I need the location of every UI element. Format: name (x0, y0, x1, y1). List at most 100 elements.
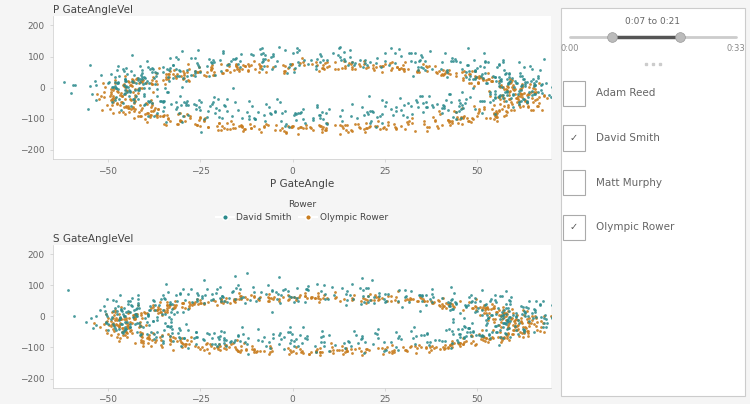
Point (164, 67, 176, 74)
Point (154, 306, 166, 312)
Point (519, 313, 531, 320)
Point (465, 298, 477, 305)
Point (532, 80, 544, 86)
Point (482, 70, 494, 77)
Point (356, 335, 368, 342)
Point (153, 65, 165, 71)
Point (184, 286, 196, 292)
Point (490, 94, 502, 100)
Point (512, 317, 524, 323)
Point (150, 70, 162, 76)
Point (301, 332, 313, 339)
Point (476, 307, 488, 313)
Point (500, 310, 512, 316)
Point (132, 75, 144, 82)
Point (473, 97, 485, 104)
Point (547, 315, 559, 322)
Point (175, 338, 187, 345)
Point (280, 130, 292, 136)
Point (173, 290, 185, 297)
Point (121, 322, 133, 329)
Point (215, 69, 227, 76)
Point (254, 295, 266, 301)
Point (442, 301, 454, 307)
Point (526, 317, 538, 323)
Point (297, 116, 309, 122)
Point (489, 297, 501, 303)
Point (163, 301, 175, 308)
Point (217, 298, 229, 304)
Point (105, 86, 117, 92)
Point (128, 76, 140, 83)
Point (282, 288, 294, 294)
Point (327, 349, 339, 356)
Point (136, 70, 148, 76)
Point (453, 103, 465, 109)
Point (215, 298, 227, 305)
Point (409, 340, 421, 347)
Point (496, 92, 508, 98)
Point (294, 332, 306, 338)
Point (141, 335, 153, 341)
Point (206, 60, 218, 67)
Point (442, 116, 454, 123)
Point (439, 50, 451, 56)
Point (472, 108, 484, 114)
Point (108, 85, 120, 92)
Point (209, 297, 220, 304)
Point (292, 297, 304, 304)
Point (417, 296, 429, 303)
Point (227, 288, 239, 294)
Point (462, 62, 474, 68)
Point (237, 330, 249, 337)
Point (517, 307, 529, 313)
Point (137, 339, 149, 346)
Point (446, 328, 458, 334)
Point (496, 315, 508, 322)
Point (440, 305, 452, 311)
Point (151, 109, 163, 116)
Point (513, 98, 525, 104)
Point (278, 128, 290, 135)
Point (191, 69, 203, 75)
Point (139, 111, 151, 117)
Point (129, 315, 141, 321)
Point (356, 352, 368, 359)
Point (456, 66, 468, 72)
Point (517, 334, 529, 340)
Point (412, 297, 424, 304)
Point (434, 111, 446, 117)
Point (482, 312, 494, 318)
Point (514, 86, 526, 93)
Point (171, 104, 183, 111)
Point (151, 81, 163, 88)
Point (468, 57, 480, 63)
Point (136, 67, 148, 74)
Point (386, 298, 398, 304)
Point (418, 120, 430, 127)
Point (465, 332, 477, 339)
Point (378, 124, 390, 130)
Point (121, 330, 133, 337)
Point (115, 99, 127, 106)
Point (160, 122, 172, 128)
Point (447, 316, 459, 323)
Point (409, 343, 421, 349)
Point (289, 110, 301, 116)
Point (394, 66, 406, 72)
Point (466, 338, 478, 344)
Point (111, 311, 123, 317)
Point (525, 320, 537, 326)
Point (116, 316, 128, 322)
Point (264, 343, 276, 349)
Point (466, 118, 478, 125)
Point (485, 311, 497, 318)
Point (310, 347, 322, 354)
Point (189, 73, 201, 79)
Point (465, 80, 477, 86)
Point (207, 57, 219, 63)
Point (260, 69, 272, 75)
Point (542, 320, 554, 326)
Point (265, 294, 277, 301)
Point (238, 125, 250, 132)
